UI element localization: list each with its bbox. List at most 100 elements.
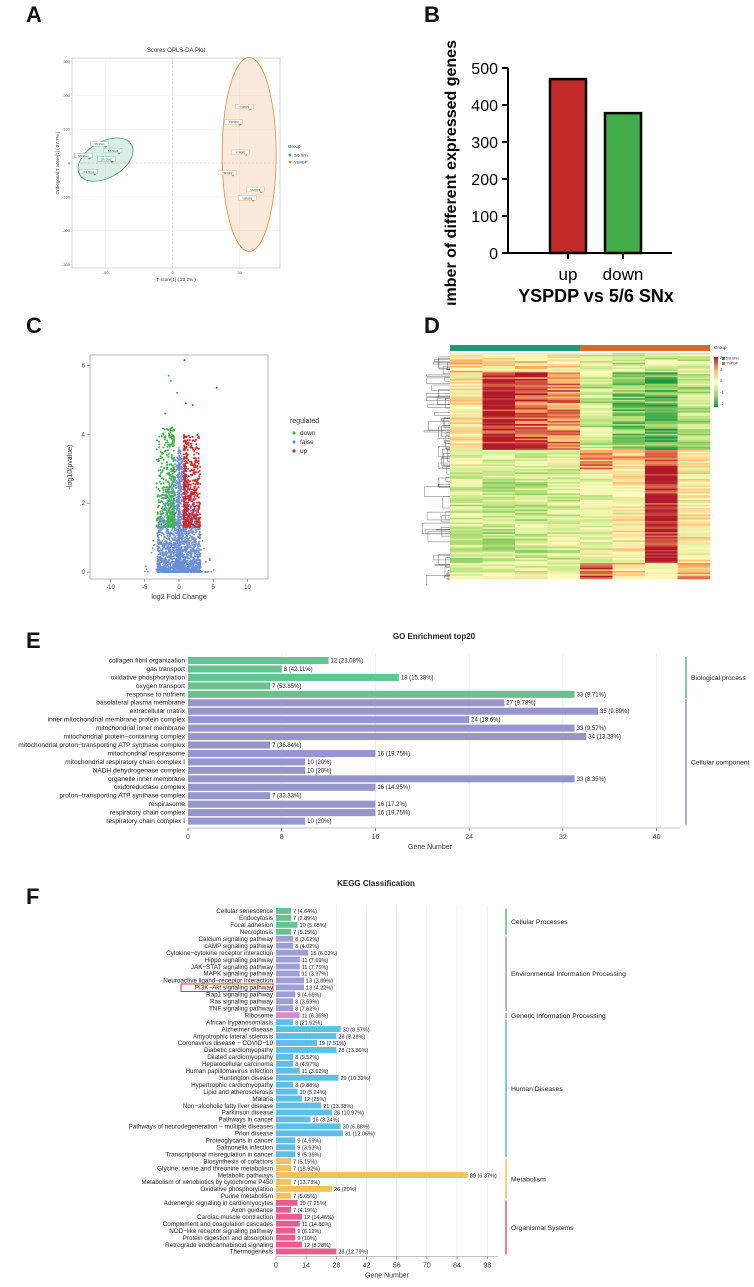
- heatmap-cell: [645, 411, 678, 414]
- point-up: [188, 516, 191, 519]
- point-down: [170, 477, 173, 480]
- heatmap-cell: [450, 577, 483, 580]
- heatmap-cell: [645, 540, 678, 543]
- heatmap-cell: [580, 386, 613, 389]
- heatmap-cell: [515, 435, 548, 438]
- point-up: [191, 447, 194, 450]
- go-bar: [188, 817, 306, 825]
- heatmap-cell: [515, 498, 548, 501]
- heatmap-cell: [547, 511, 581, 514]
- point-false: [199, 544, 201, 547]
- heatmap-cell: [547, 517, 581, 520]
- point-false: [176, 499, 178, 501]
- heatmap-cell: [482, 482, 516, 485]
- kegg-bar: [276, 1088, 298, 1095]
- heatmap-cell: [547, 451, 581, 454]
- heatmap-cell: [547, 430, 581, 433]
- point-up: [182, 481, 185, 484]
- heatmap-cell: [612, 470, 646, 473]
- go-value-label: 16 (14.95%): [377, 785, 410, 791]
- heatmap-cell: [482, 509, 516, 512]
- heatmap-cell: [450, 532, 483, 535]
- point-false: [174, 542, 177, 545]
- heatmap-cell: [482, 454, 516, 457]
- heatmap-cell: [547, 388, 581, 391]
- heatmap-cell: [612, 525, 646, 528]
- heatmap-cell: [515, 540, 548, 543]
- heatmap-cell: [547, 396, 581, 399]
- heatmap-cell: [547, 478, 581, 481]
- heatmap-cell: [450, 491, 483, 494]
- point-false: [190, 550, 193, 553]
- point-down: [167, 452, 170, 455]
- heatmap-cell: [645, 469, 678, 472]
- heatmap-cell: [515, 440, 548, 443]
- dendrogram-branch: [435, 529, 450, 531]
- point-false: [190, 552, 193, 555]
- point-false: [158, 533, 161, 536]
- point-false: [177, 451, 180, 454]
- point-false: [177, 544, 180, 546]
- point-down: [166, 496, 169, 499]
- kegg-value-label: 8 (3.62%): [295, 937, 319, 943]
- point-false: [196, 549, 198, 552]
- heatmap-cell: [580, 412, 613, 415]
- heatmap-cell: [580, 488, 613, 491]
- point-up: [186, 517, 189, 520]
- x-tick-label: 0: [177, 585, 181, 591]
- heatmap-cell: [677, 449, 711, 452]
- point-false: [167, 556, 169, 559]
- point-false: [159, 558, 162, 561]
- heatmap-cell: [580, 498, 613, 501]
- heatmap-cell: [547, 566, 581, 568]
- point-up: [187, 495, 190, 498]
- heatmap-cell: [677, 567, 711, 570]
- heatmap-cell: [677, 543, 711, 546]
- heatmap-cell: [547, 548, 581, 551]
- point-down: [164, 489, 167, 492]
- point-false: [176, 555, 179, 558]
- heatmap-cell: [450, 393, 483, 396]
- heatmap-cell: [450, 440, 483, 443]
- heatmap-cell: [515, 478, 548, 481]
- heatmap-cell: [515, 546, 548, 549]
- x-tick-label: 28: [332, 1263, 340, 1270]
- heatmap-cell: [450, 427, 483, 430]
- heatmap-cell: [547, 482, 581, 485]
- heatmap-cell: [677, 372, 711, 375]
- heatmap-cell: [482, 445, 516, 447]
- heatmap-cell: [482, 511, 516, 514]
- heatmap-cell: [482, 462, 516, 465]
- x-tick-label: 40: [653, 834, 661, 841]
- legend-marker: [288, 160, 292, 164]
- heatmap-cell: [515, 398, 548, 401]
- point-up: [197, 486, 200, 489]
- heatmap-cell: [612, 377, 646, 380]
- heatmap-cell: [515, 519, 548, 522]
- heatmap-cell: [580, 543, 613, 546]
- point-label-box: [79, 169, 98, 174]
- point-up: [182, 516, 185, 519]
- heatmap-cell: [645, 451, 678, 454]
- go-term-label: response to nutrient: [127, 691, 185, 698]
- heatmap-cell: [645, 562, 678, 565]
- heatmap-cell: [482, 475, 516, 478]
- heatmap-cell: [450, 561, 483, 564]
- go-bar: [188, 733, 587, 741]
- heatmap-cell: [450, 514, 483, 517]
- heatmap-cell: [612, 507, 646, 510]
- point-down: [162, 432, 165, 435]
- heatmap-cell: [450, 449, 483, 452]
- point-label: YSPDP3: [236, 152, 246, 155]
- point-up: [182, 476, 185, 479]
- heatmap-cell: [677, 507, 711, 510]
- x-axis-label: Gene Number: [365, 1273, 410, 1280]
- legend-marker: [292, 449, 296, 453]
- heatmap-cell: [515, 399, 548, 402]
- heatmap-cell: [677, 454, 711, 457]
- heatmap-cell: [645, 493, 678, 496]
- heatmap-cell: [677, 535, 711, 538]
- point-false: [168, 554, 171, 557]
- heatmap-cell: [612, 432, 646, 435]
- point-false: [174, 531, 177, 534]
